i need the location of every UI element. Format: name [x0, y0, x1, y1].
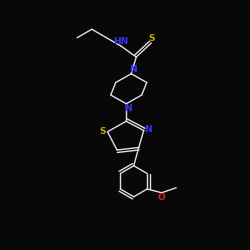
Text: O: O — [158, 193, 166, 202]
Text: S: S — [100, 127, 106, 136]
Text: HN: HN — [114, 37, 129, 46]
Text: N: N — [144, 125, 152, 134]
Text: N: N — [124, 104, 131, 113]
Text: N: N — [129, 65, 136, 74]
Text: S: S — [148, 34, 154, 43]
